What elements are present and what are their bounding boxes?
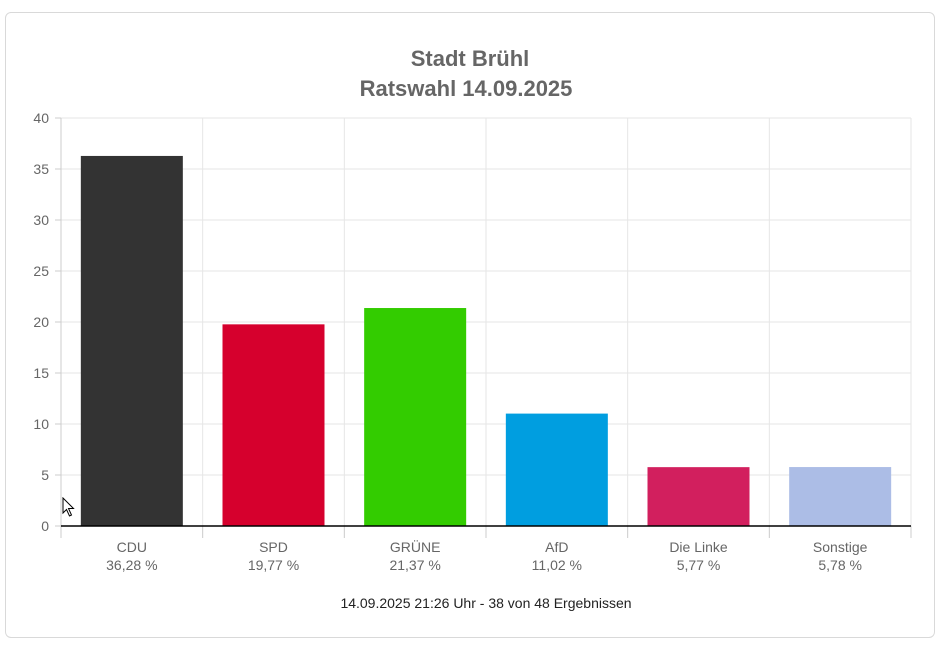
y-tick-label: 0 xyxy=(41,518,49,534)
y-tick-label: 35 xyxy=(33,161,49,177)
x-category-label: GRÜNE xyxy=(390,538,441,555)
bar-grüne xyxy=(364,308,467,526)
x-value-label: 19,77 % xyxy=(248,557,299,573)
x-category-label: AfD xyxy=(545,539,568,555)
bar-afd xyxy=(505,413,608,526)
mouse-pointer-icon xyxy=(62,497,75,517)
bar-die-linke xyxy=(647,467,750,526)
y-tick-label: 10 xyxy=(33,416,49,432)
bar-sonstige xyxy=(789,467,892,526)
y-tick-label: 20 xyxy=(33,314,49,330)
y-tick-label: 15 xyxy=(33,365,49,381)
bars xyxy=(80,155,892,526)
x-value-label: 21,37 % xyxy=(389,557,440,573)
y-tick-label: 5 xyxy=(41,467,49,483)
bar-spd xyxy=(222,324,325,526)
x-category-label: SPD xyxy=(259,539,288,555)
x-value-label: 36,28 % xyxy=(106,557,157,573)
x-category-label: CDU xyxy=(117,539,147,555)
y-tick-label: 30 xyxy=(33,212,49,228)
chart-footer: 14.09.2025 21:26 Uhr - 38 von 48 Ergebni… xyxy=(340,595,631,611)
x-axis: CDU 36,28 % SPD 19,77 % GRÜNE 21,37 % AfD 11,02… xyxy=(60,525,912,573)
x-category-label: Sonstige xyxy=(813,539,868,555)
x-value-label: 11,02 % xyxy=(532,557,582,573)
y-tick-label: 25 xyxy=(33,263,49,279)
x-value-label: 5,78 % xyxy=(818,557,862,573)
y-axis: 0 5 10 15 20 25 30 35 40 xyxy=(33,110,62,534)
grid xyxy=(60,117,912,526)
chart-title: Stadt Brühl xyxy=(411,46,530,71)
y-tick-label: 40 xyxy=(33,110,49,126)
x-category-label: Die Linke xyxy=(669,539,728,555)
x-value-label: 5,77 % xyxy=(677,557,721,573)
bar-cdu xyxy=(80,155,183,526)
chart-subtitle: Ratswahl 14.09.2025 xyxy=(360,76,573,101)
